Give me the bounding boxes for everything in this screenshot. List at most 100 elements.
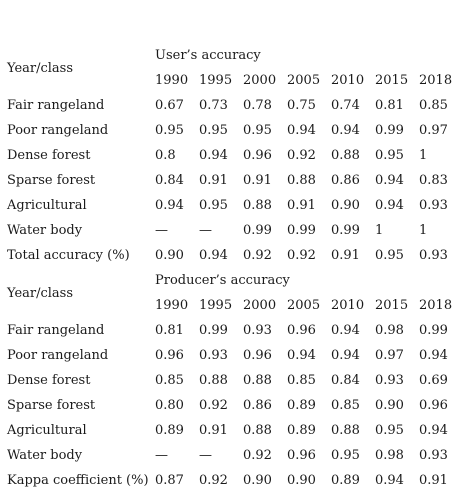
users-cell: 0.93 [419,198,448,213]
producers-cell: 0.80 [155,398,184,413]
producers-cell: 0.89 [331,473,360,488]
users-cell: 0.8 [155,148,176,163]
producers-cell: — [155,448,168,463]
producers-cell: 0.92 [199,398,228,413]
producers-col-2015: 2015 [375,298,409,313]
users-cell: 0.94 [199,248,228,263]
users-cell: 0.91 [287,198,316,213]
users-cell: 0.90 [155,248,184,263]
producers-col-1995: 1995 [199,298,233,313]
users-cell: 0.86 [331,173,360,188]
users-cell: 0.74 [331,98,360,113]
producers-cell: 0.91 [419,473,448,488]
producers-cell: 0.93 [375,373,404,388]
producers-cell: 0.92 [243,448,272,463]
users-cell: 0.99 [331,223,360,238]
users-col-2018: 2018 [419,73,453,88]
users-col-1995: 1995 [199,73,233,88]
producers-cell: 0.85 [287,373,316,388]
producers-cell: 0.99 [199,323,228,338]
users-row-label: Water body [7,223,83,238]
producers-cell: 0.94 [331,348,360,363]
producers-row-label: Agricultural [7,423,87,438]
producers-col-2000: 2000 [243,298,277,313]
users-cell: 0.88 [243,198,272,213]
producers-cell: 0.93 [199,348,228,363]
producers-row-label: Sparse forest [7,398,96,413]
producers-cell: 0.86 [243,398,272,413]
producers-row-label: Poor rangeland [7,348,109,363]
producers-cell: 0.96 [419,398,448,413]
producers-col-2005: 2005 [287,298,321,313]
producers-cell: 0.95 [375,423,404,438]
users-cell: 0.88 [287,173,316,188]
users-cell: 0.91 [243,173,272,188]
users-cell: 0.95 [155,123,184,138]
users-cell: 0.81 [375,98,404,113]
users-cell: 1 [375,223,384,238]
users-cell: 0.99 [243,223,272,238]
users-col-1990: 1990 [155,73,189,88]
users-col-2015: 2015 [375,73,409,88]
users-cell: 0.92 [243,248,272,263]
producers-col-2010: 2010 [331,298,365,313]
users-cell: 0.83 [419,173,448,188]
producers-cell: 0.88 [199,373,228,388]
users-cell: 0.94 [331,123,360,138]
users-cell: 0.95 [199,198,228,213]
users-row-label: Sparse forest [7,173,96,188]
users-cell: 0.94 [199,148,228,163]
users-cell: 0.94 [375,173,404,188]
users-cell: 0.95 [375,148,404,163]
producers-cell: 0.81 [155,323,184,338]
producers-cell: 0.89 [287,398,316,413]
producers-cell: 0.85 [155,373,184,388]
producers-cell: 0.96 [287,323,316,338]
producers-cell: 0.96 [243,348,272,363]
users-cell: 0.96 [243,148,272,163]
producers-cell: 0.93 [419,448,448,463]
users-cell: 1 [419,148,428,163]
users-cell: 0.95 [199,123,228,138]
producers-cell: 0.88 [243,373,272,388]
producers-cell: 0.92 [199,473,228,488]
users-cell: 0.94 [155,198,184,213]
users-col-2010: 2010 [331,73,365,88]
producers-cell: 0.90 [287,473,316,488]
producers-row-label: Kappa coefficient (%) [7,473,149,488]
users-cell: 0.93 [419,248,448,263]
producers-cell: 0.88 [243,423,272,438]
producers-cell: 0.94 [331,323,360,338]
producers-row-label: Water body [7,448,83,463]
producers-cell: 0.87 [155,473,184,488]
users-cell: 0.78 [243,98,272,113]
producers-cell: 0.96 [287,448,316,463]
producers-cell: 0.88 [331,423,360,438]
users-row-label: Fair rangeland [7,98,105,113]
users-row-label: Dense forest [7,148,91,163]
users-cell: 0.90 [331,198,360,213]
producers-cell: 0.69 [419,373,448,388]
producers-row-label: Dense forest [7,373,91,388]
producers-cell: 0.97 [375,348,404,363]
producers-col-2018: 2018 [419,298,453,313]
producers-cell: 0.84 [331,373,360,388]
users-cell: 0.94 [287,123,316,138]
producers-heading: Producer’s accuracy [155,273,290,288]
users-cell: 0.99 [375,123,404,138]
producers-row-header: Year/class [7,286,74,301]
users-cell: 0.88 [331,148,360,163]
users-cell: 0.85 [419,98,448,113]
producers-cell: 0.95 [331,448,360,463]
producers-cell: 0.85 [331,398,360,413]
users-cell: 0.94 [375,198,404,213]
users-row-label: Poor rangeland [7,123,109,138]
users-cell: 0.95 [243,123,272,138]
producers-cell: 0.94 [375,473,404,488]
producers-cell: 0.94 [419,348,448,363]
producers-cell: 0.98 [375,323,404,338]
producers-cell: 0.99 [419,323,448,338]
producers-cell: 0.91 [199,423,228,438]
users-cell: 0.95 [375,248,404,263]
